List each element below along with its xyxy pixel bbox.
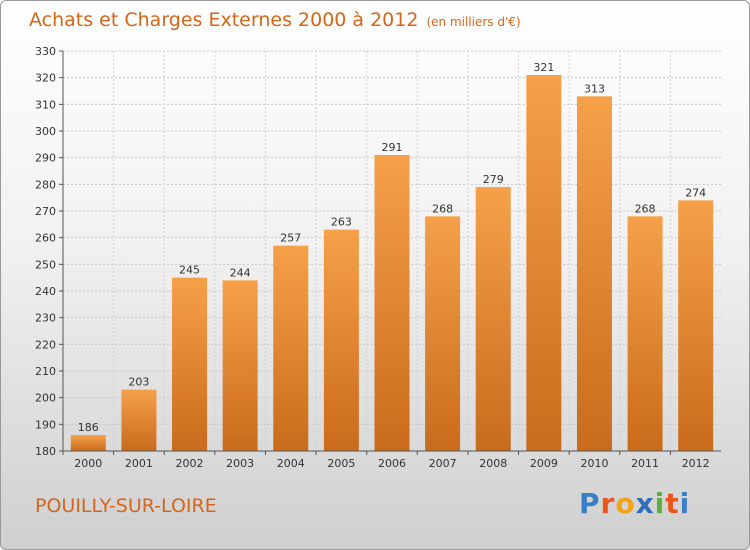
bar-value-label: 263 (331, 216, 352, 229)
y-tick-label: 260 (35, 232, 56, 245)
bar-value-label: 313 (584, 82, 605, 95)
logo-letter: x (635, 487, 655, 520)
x-tick-label: 2008 (479, 457, 507, 470)
logo-letter: r (600, 487, 616, 520)
logo-letter: P (579, 487, 601, 520)
y-tick-label: 230 (35, 312, 56, 325)
bar-value-label: 244 (230, 266, 251, 279)
x-tick-label: 2001 (125, 457, 153, 470)
bar (121, 389, 157, 451)
bar (273, 245, 309, 451)
x-tick-label: 2004 (277, 457, 305, 470)
y-tick-label: 270 (35, 205, 56, 218)
bar-value-label: 245 (179, 264, 200, 277)
x-tick-label: 2011 (631, 457, 659, 470)
y-tick-label: 220 (35, 338, 56, 351)
x-tick-label: 2000 (74, 457, 102, 470)
commune-name: POUILLY-SUR-LOIRE (35, 495, 217, 517)
chart-title: Achats et Charges Externes 2000 à 2012 (e… (29, 9, 521, 31)
logo-letter: t (665, 487, 680, 520)
y-tick-label: 310 (35, 98, 56, 111)
y-tick-label: 190 (35, 418, 56, 431)
bar (627, 216, 663, 451)
y-tick-label: 200 (35, 392, 56, 405)
y-tick-label: 210 (35, 365, 56, 378)
bar-value-label: 203 (128, 376, 149, 389)
bar (475, 187, 511, 451)
bar-value-label: 268 (635, 202, 656, 215)
bar (323, 229, 359, 451)
x-tick-label: 2006 (378, 457, 406, 470)
y-tick-label: 250 (35, 258, 56, 271)
bar-value-label: 274 (685, 186, 706, 199)
bar (374, 155, 410, 451)
bar (576, 96, 612, 451)
bar-value-label: 268 (432, 202, 453, 215)
x-tick-label: 2007 (429, 457, 457, 470)
bar-value-label: 291 (382, 141, 403, 154)
y-tick-label: 240 (35, 285, 56, 298)
x-axis: 2000 2001 2002 2003 2004 2005 2006 2007 2008 2009… (62, 450, 721, 470)
chart-title-text: Achats et Charges Externes 2000 à 2012 (29, 9, 419, 31)
bar (678, 200, 714, 451)
bar (526, 75, 562, 451)
logo-letter: i (654, 487, 666, 520)
x-tick-label: 2009 (530, 457, 558, 470)
bar (425, 216, 461, 451)
y-tick-label: 300 (35, 125, 56, 138)
bar-value-label: 279 (483, 173, 504, 186)
bar (222, 280, 258, 451)
proxiti-logo[interactable]: Proxiti (579, 487, 690, 520)
x-tick-label: 2010 (580, 457, 608, 470)
logo-letter: o (615, 487, 636, 520)
logo-letter: i (679, 487, 691, 520)
y-tick-label: 320 (35, 72, 56, 85)
bar (172, 277, 208, 451)
bars: 186 203 245 244 257 263 291 268 279 321 313 268 274 (70, 61, 714, 451)
y-tick-label: 290 (35, 152, 56, 165)
bar-value-label: 257 (280, 232, 301, 245)
bar-value-label: 321 (533, 61, 554, 74)
x-tick-label: 2002 (176, 457, 204, 470)
y-tick-label: 280 (35, 178, 56, 191)
y-tick-label: 330 (35, 45, 56, 58)
x-tick-label: 2012 (682, 457, 710, 470)
x-tick-label: 2005 (327, 457, 355, 470)
bar-value-label: 186 (78, 421, 99, 434)
y-tick-label: 180 (35, 445, 56, 458)
bar (70, 435, 106, 451)
x-tick-label: 2003 (226, 457, 254, 470)
chart-unit: (en milliers d'€) (426, 15, 521, 29)
y-axis: 180 190 200 210 220 230 240 250 260 270 280 290 300 3… (35, 45, 64, 458)
